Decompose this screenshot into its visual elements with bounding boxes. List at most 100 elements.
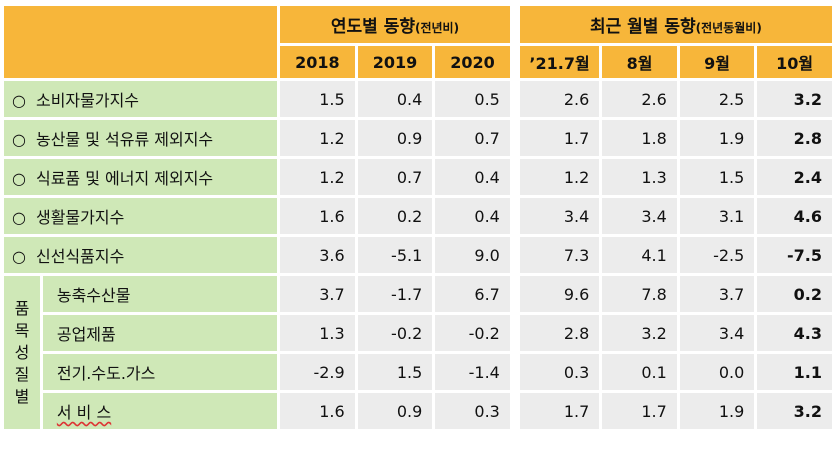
value-cell: 1.8: [602, 120, 677, 156]
row-label: ○ 농산물 및 석유류 제외지수: [4, 120, 278, 156]
value-cell: 1.9: [679, 120, 755, 156]
value-cell: 0.4: [357, 81, 433, 117]
bullet-icon: ○: [12, 208, 26, 227]
value-cell: 1.7: [519, 393, 600, 429]
col-header: 10월: [757, 46, 832, 78]
value-cell: 9.6: [519, 276, 600, 312]
value-cell: 0.5: [435, 81, 510, 117]
value-cell: 1.5: [679, 159, 755, 195]
value-cell: 9.0: [435, 237, 510, 273]
col-header: 8월: [602, 46, 677, 78]
table-row: ○ 신선식품지수 3.6 -5.1 9.0 7.3 4.1 -2.5 -7.5: [4, 237, 832, 273]
value-cell: 3.7: [280, 276, 355, 312]
value-cell: 3.6: [280, 237, 355, 273]
value-cell: 1.5: [280, 81, 355, 117]
value-cell: 1.2: [519, 159, 600, 195]
yearly-title: 연도별 동향: [330, 17, 415, 37]
value-cell: -5.1: [357, 237, 433, 273]
value-cell: 4.1: [602, 237, 677, 273]
col-header: 2019: [357, 46, 433, 78]
value-cell: 1.7: [602, 393, 677, 429]
value-cell-latest: 3.2: [757, 393, 832, 429]
value-cell: -0.2: [357, 315, 433, 351]
row-label: ○ 생활물가지수: [4, 198, 278, 234]
value-cell: 1.6: [280, 393, 355, 429]
value-cell-latest: 2.4: [757, 159, 832, 195]
yearly-subtitle: (전년비): [414, 21, 460, 35]
row-label: 공업제품: [42, 315, 278, 351]
row-label: ○ 신선식품지수: [4, 237, 278, 273]
value-cell-latest: -7.5: [757, 237, 832, 273]
value-cell: 0.3: [435, 393, 510, 429]
value-cell: 2.8: [519, 315, 600, 351]
bullet-icon: ○: [12, 247, 26, 266]
row-label: 서 비 스: [42, 393, 278, 429]
value-cell: 0.4: [435, 159, 510, 195]
value-cell: 1.7: [519, 120, 600, 156]
value-cell: 6.7: [435, 276, 510, 312]
value-cell: 7.8: [602, 276, 677, 312]
value-cell-latest: 1.1: [757, 354, 832, 390]
table-row: ○ 소비자물가지수 1.5 0.4 0.5 2.6 2.6 2.5 3.2: [4, 81, 832, 117]
value-cell: 0.9: [357, 393, 433, 429]
value-cell: 3.7: [679, 276, 755, 312]
value-cell: 0.2: [357, 198, 433, 234]
value-cell: 1.2: [280, 159, 355, 195]
recent-title: 최근 월별 동향: [589, 17, 696, 37]
value-cell: -0.2: [435, 315, 510, 351]
col-header: 2020: [435, 46, 510, 78]
value-cell: 1.2: [280, 120, 355, 156]
row-label: 전기.수도.가스: [42, 354, 278, 390]
value-cell: 7.3: [519, 237, 600, 273]
table-row: 전기.수도.가스 -2.9 1.5 -1.4 0.3 0.1 0.0 1.1: [4, 354, 832, 390]
bullet-icon: ○: [12, 91, 26, 110]
value-cell: 0.3: [519, 354, 600, 390]
value-cell: 3.4: [679, 315, 755, 351]
col-header: ’21.7월: [519, 46, 600, 78]
col-header: 2018: [280, 46, 355, 78]
value-cell: 0.1: [602, 354, 677, 390]
value-cell: 1.3: [602, 159, 677, 195]
value-cell: 0.9: [357, 120, 433, 156]
row-label: ○ 소비자물가지수: [4, 81, 278, 117]
value-cell: 2.5: [679, 81, 755, 117]
value-cell-latest: 4.6: [757, 198, 832, 234]
bullet-icon: ○: [12, 130, 26, 149]
value-cell-latest: 0.2: [757, 276, 832, 312]
row-label: ○ 식료품 및 에너지 제외지수: [4, 159, 278, 195]
value-cell: -1.4: [435, 354, 510, 390]
value-cell: 2.6: [519, 81, 600, 117]
value-cell: -2.9: [280, 354, 355, 390]
table-row: 공업제품 1.3 -0.2 -0.2 2.8 3.2 3.4 4.3: [4, 315, 832, 351]
value-cell: 1.5: [357, 354, 433, 390]
value-cell-latest: 3.2: [757, 81, 832, 117]
value-cell: 0.7: [357, 159, 433, 195]
bullet-icon: ○: [12, 169, 26, 188]
header-corner: [4, 6, 278, 78]
value-cell: 3.4: [602, 198, 677, 234]
value-cell: 1.6: [280, 198, 355, 234]
value-cell-latest: 4.3: [757, 315, 832, 351]
table-row: 서 비 스 1.6 0.9 0.3 1.7 1.7 1.9 3.2: [4, 393, 832, 429]
recent-trend-header: 최근 월별 동향(전년동월비): [519, 6, 832, 43]
value-cell: 0.0: [679, 354, 755, 390]
table-row: ○ 생활물가지수 1.6 0.2 0.4 3.4 3.4 3.1 4.6: [4, 198, 832, 234]
table-row: ○ 농산물 및 석유류 제외지수 1.2 0.9 0.7 1.7 1.8 1.9 …: [4, 120, 832, 156]
value-cell: -2.5: [679, 237, 755, 273]
value-cell: 2.6: [602, 81, 677, 117]
table-row: ○ 식료품 및 에너지 제외지수 1.2 0.7 0.4 1.2 1.3 1.5 …: [4, 159, 832, 195]
value-cell: 3.2: [602, 315, 677, 351]
value-cell: 3.4: [519, 198, 600, 234]
value-cell: 0.4: [435, 198, 510, 234]
yearly-trend-header: 연도별 동향(전년비): [280, 6, 510, 43]
row-label: 농축수산물: [42, 276, 278, 312]
value-cell: 1.3: [280, 315, 355, 351]
value-cell-latest: 2.8: [757, 120, 832, 156]
value-cell: 3.1: [679, 198, 755, 234]
price-index-table: 연도별 동향(전년비) 최근 월별 동향(전년동월비) 2018 2019 20…: [1, 3, 835, 432]
recent-subtitle: (전년동월비): [695, 21, 762, 35]
value-cell: 0.7: [435, 120, 510, 156]
col-header: 9월: [679, 46, 755, 78]
